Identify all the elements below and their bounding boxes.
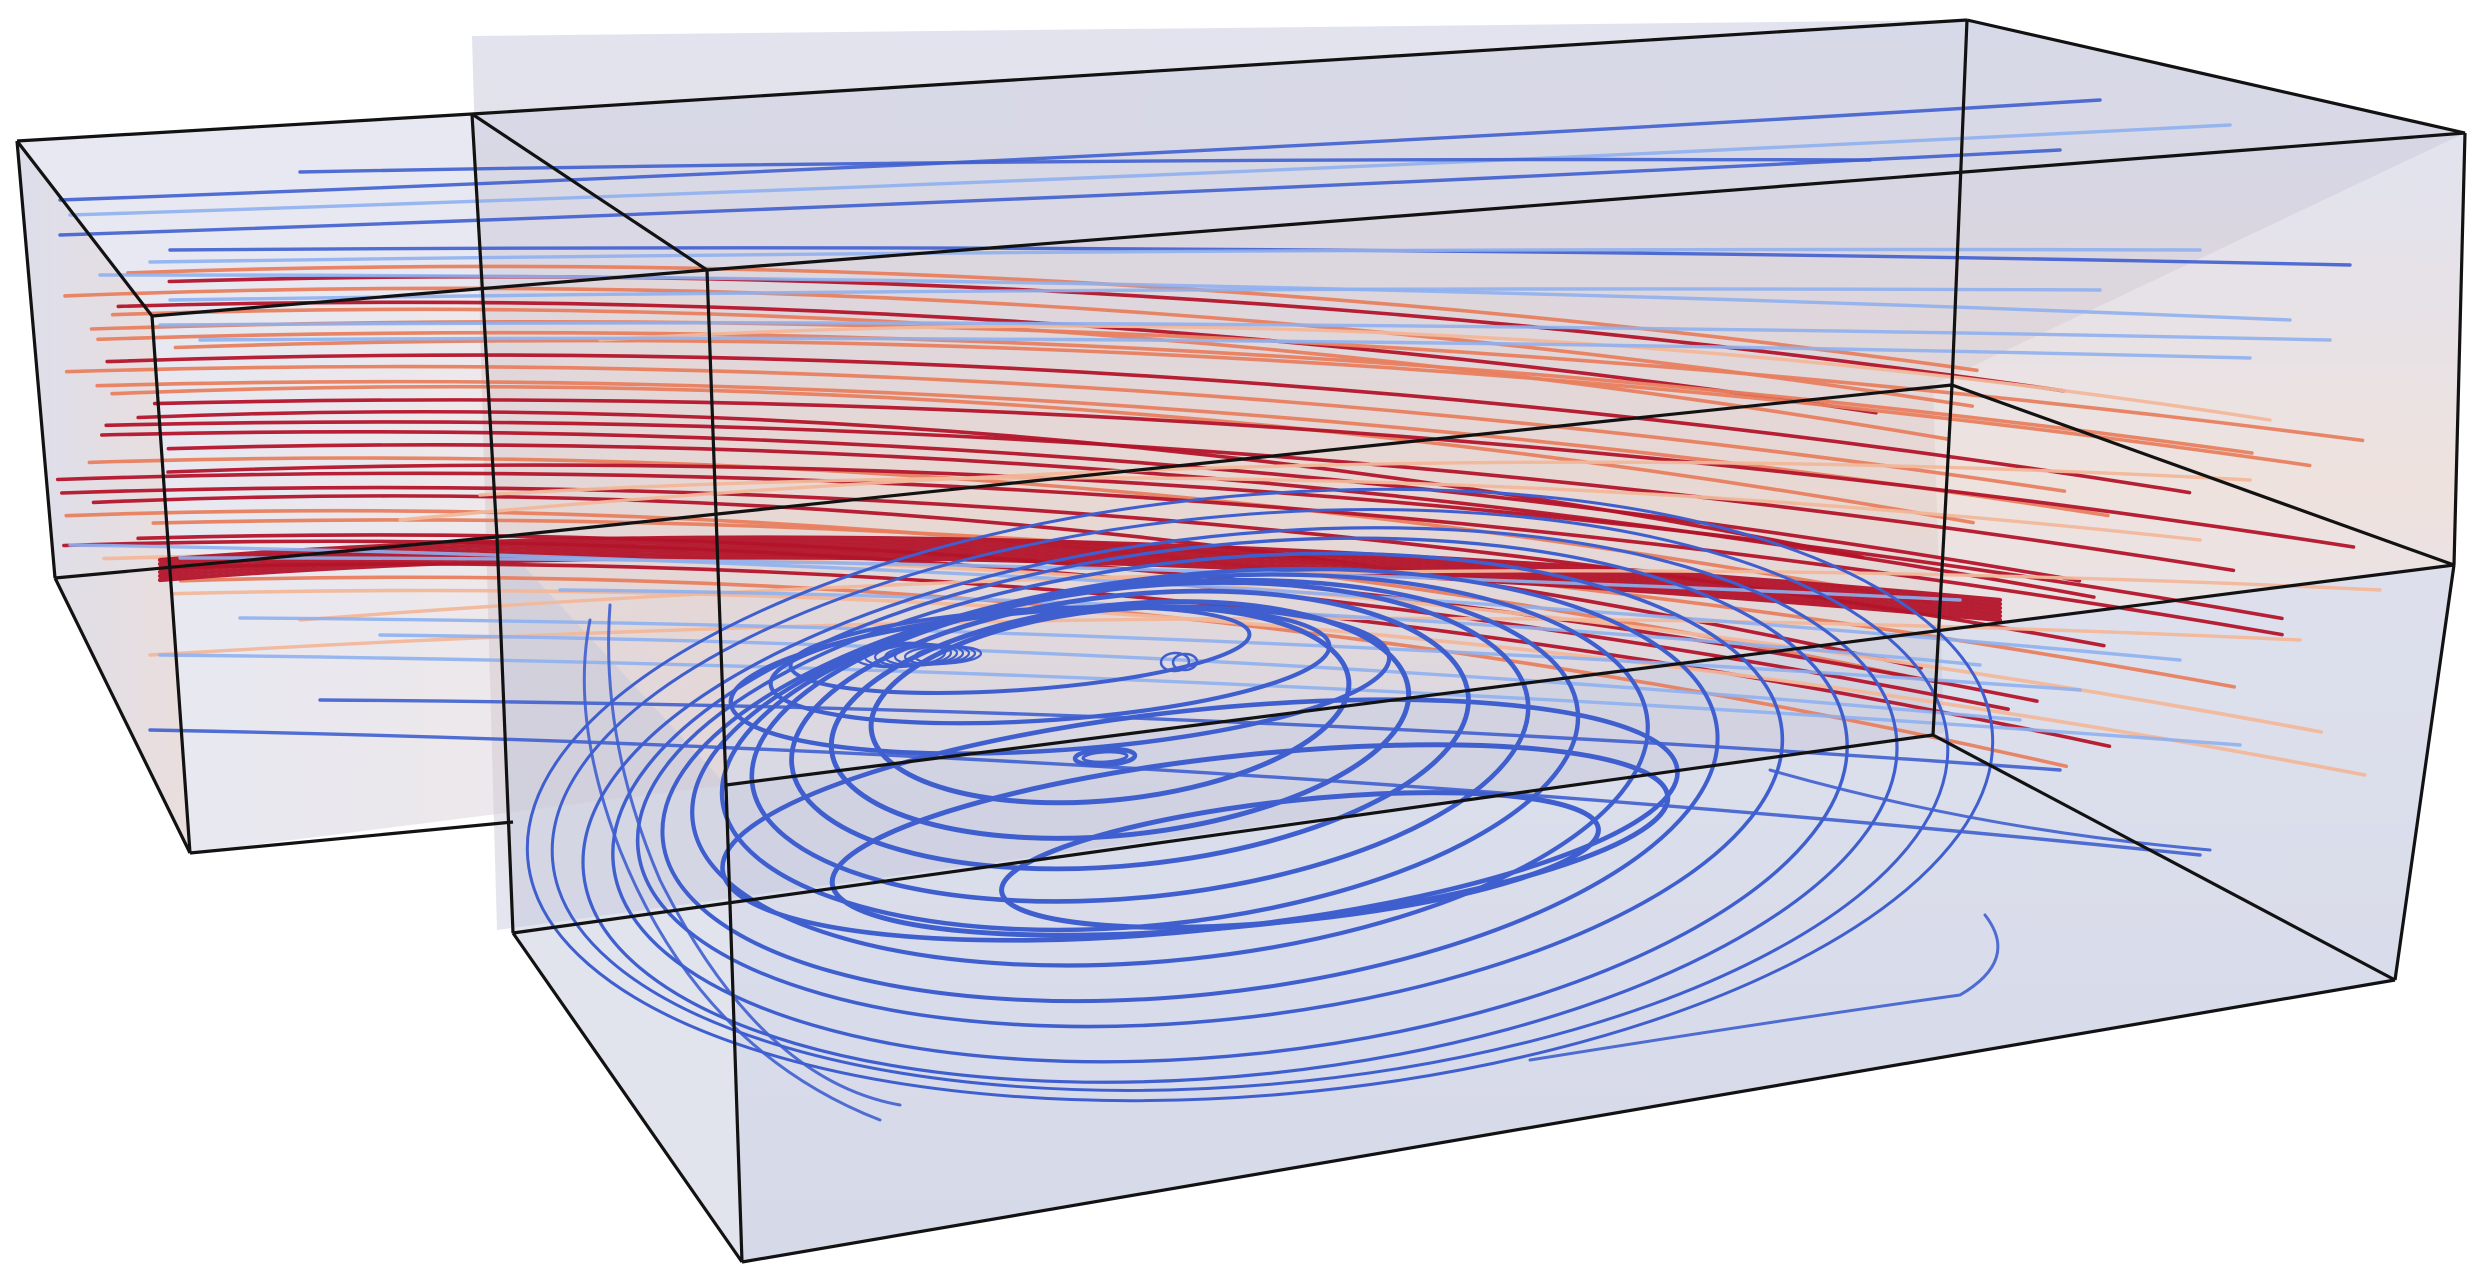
vortex-loop (868, 604, 1352, 806)
vortex-loop (789, 588, 1471, 872)
streamline (166, 463, 2284, 621)
streamline (148, 728, 2202, 857)
edge (16, 112, 473, 143)
streamline (96, 330, 2254, 455)
streamline (105, 353, 2192, 495)
streamline (173, 338, 2312, 468)
streamline (198, 336, 2252, 360)
streamline (148, 247, 2202, 264)
vortex-loop (1072, 746, 1138, 768)
streamline (152, 398, 2356, 549)
vortex-loop (660, 566, 1720, 1004)
step-face (497, 537, 742, 1262)
streamline (62, 539, 2010, 711)
vortex-loop (1159, 651, 1191, 673)
edge (1951, 383, 2455, 567)
streamline (178, 575, 2068, 769)
edge (725, 563, 2455, 787)
edge (54, 535, 498, 580)
streamline (91, 494, 1923, 670)
vortex-loop (999, 790, 1601, 930)
streamline (64, 364, 2067, 493)
streamline (172, 588, 2367, 777)
streamline (318, 698, 2062, 772)
edge (1932, 733, 2396, 982)
streamline (136, 533, 2039, 703)
edge (471, 18, 1968, 116)
vortex-loop (550, 508, 1950, 1092)
streamline (157, 539, 2003, 607)
vortex-loop (690, 572, 1650, 968)
edge (706, 131, 2466, 272)
edge (1931, 384, 1954, 736)
streamline (158, 653, 2242, 747)
streamline (126, 264, 1979, 373)
streamline (158, 321, 2332, 342)
streamline (95, 379, 2110, 518)
streamline (478, 476, 2202, 542)
streamline (298, 157, 1872, 174)
streamline (58, 98, 2102, 202)
edge (2393, 564, 2456, 981)
recirculation-vortex (525, 487, 2212, 1122)
core-streamlines (55, 264, 2382, 777)
vortex-loop (1171, 652, 1199, 672)
edge (741, 978, 2396, 1264)
streamline (157, 551, 2003, 619)
streamline (63, 286, 1974, 408)
streamline (100, 429, 2082, 583)
inlet-side-face (17, 141, 190, 853)
vortex-loop (913, 645, 983, 665)
streamline (157, 555, 2003, 623)
vortex-loop (635, 551, 1785, 1029)
streamline (58, 148, 2062, 237)
streamline (238, 616, 2082, 692)
vortex-loop (1081, 750, 1129, 764)
edge (151, 268, 708, 318)
edge (189, 820, 514, 855)
edge (705, 269, 728, 786)
edge (470, 113, 499, 538)
streamline (68, 123, 2232, 217)
vortex-loop (788, 604, 1252, 696)
vortex-loop (611, 536, 1849, 1064)
streamline (1768, 768, 2212, 852)
edge (1950, 19, 1969, 386)
vortex-loop (581, 526, 1899, 1084)
streamline (582, 618, 882, 1122)
streamline (1528, 913, 2000, 1062)
streamline (398, 460, 2252, 522)
edge (15, 140, 154, 317)
edge (15, 140, 57, 579)
streamline (110, 384, 1975, 525)
edge (1966, 18, 2466, 135)
domain-wireframe (15, 18, 2467, 1264)
streamline (607, 603, 902, 1107)
streamline (168, 287, 2102, 302)
edge (496, 383, 1953, 539)
edge (53, 577, 192, 854)
edge (2452, 132, 2467, 566)
edge (150, 315, 192, 854)
edge (724, 784, 744, 1263)
streamline (298, 569, 2382, 622)
edge (512, 733, 1934, 935)
vortex-loop (525, 487, 1995, 1103)
streamline (116, 300, 1878, 415)
edge (495, 536, 515, 934)
top-face (17, 20, 2465, 316)
edge (511, 932, 744, 1263)
edge (471, 112, 708, 272)
streamline (104, 420, 2236, 573)
streamline (598, 324, 2272, 422)
